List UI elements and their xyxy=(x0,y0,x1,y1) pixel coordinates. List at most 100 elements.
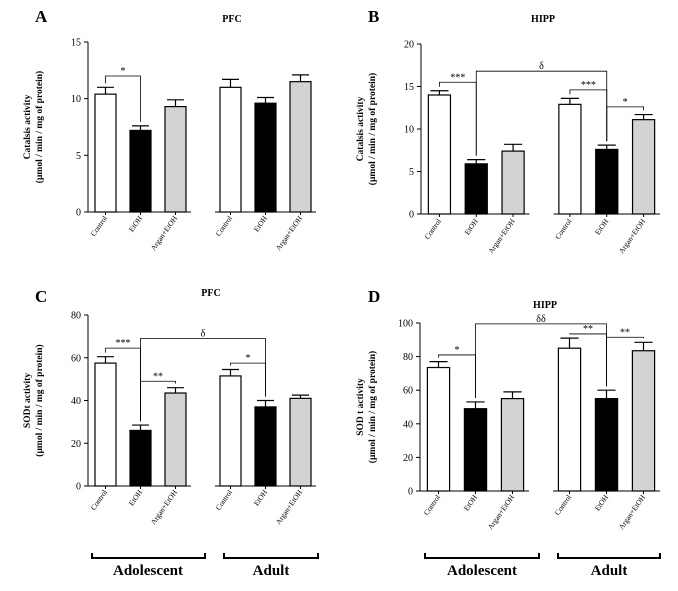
y-axis-label: SODt activity xyxy=(23,373,33,428)
x-tick-label: Argan+EtOH xyxy=(149,488,180,527)
group-label-adult: Adult xyxy=(253,563,290,579)
significance-label: * xyxy=(623,97,628,108)
group-brackets-left: Adolescent Adult xyxy=(91,553,319,579)
bar-argan-etoh xyxy=(289,81,312,213)
bar-etoh xyxy=(254,102,277,213)
group-label-adult: Adult xyxy=(591,563,628,579)
y-axis-label: (µmol / min / mg of protein) xyxy=(34,71,45,183)
group-label-adolescent: Adolescent xyxy=(447,563,517,579)
significance-label: δ xyxy=(201,329,206,340)
significance-label: *** xyxy=(581,80,596,91)
bar-etoh xyxy=(129,429,152,487)
panel-letter: A xyxy=(35,7,48,26)
y-tick-label: 15 xyxy=(71,38,81,49)
significance-bracket xyxy=(606,336,644,387)
x-tick-label: Argan+EtOH xyxy=(486,217,517,256)
significance-label: ** xyxy=(583,324,593,335)
significance-bracket xyxy=(475,323,607,398)
bar-etoh xyxy=(595,148,619,215)
significance-label: * xyxy=(246,353,251,364)
x-tick-label: EtOH xyxy=(462,217,480,237)
x-tick-label: Control xyxy=(89,214,110,238)
x-tick-label: Control xyxy=(89,488,110,512)
y-tick-label: 5 xyxy=(76,151,81,162)
significance-bracket xyxy=(230,362,266,397)
bar-argan-etoh xyxy=(164,392,187,487)
x-tick-label: Control xyxy=(214,214,235,238)
bar-argan-etoh xyxy=(500,398,525,492)
bar-control xyxy=(427,94,452,215)
panel-c: C PFC SODt activity (µmol / min / mg of pro… xyxy=(23,287,316,526)
x-tick-label: Argan+EtOH xyxy=(274,488,305,527)
y-axis-label: Catalsis activity xyxy=(356,96,366,161)
y-tick-label: 10 xyxy=(404,125,414,136)
x-tick-label: Control xyxy=(214,488,235,512)
y-tick-label: 80 xyxy=(403,352,413,363)
y-axis-label: (µmol / min / mg of protein) xyxy=(34,344,45,456)
bar-etoh xyxy=(254,406,277,487)
x-tick-label: EtOH xyxy=(462,493,480,513)
x-tick-label: Argan+EtOH xyxy=(617,493,648,532)
x-tick-label: Control xyxy=(553,493,574,517)
bar-etoh xyxy=(464,163,488,215)
bar-control xyxy=(94,362,117,487)
panel-a: A PFC Catalsis activity (µmol / min / mg of… xyxy=(23,7,316,252)
y-tick-label: 40 xyxy=(403,419,413,430)
bar-etoh xyxy=(594,398,619,492)
y-axis-label: SOD t activity xyxy=(356,378,366,436)
group-bracket-adolescent xyxy=(91,553,206,559)
significance-label: *** xyxy=(450,72,465,83)
y-tick-label: 40 xyxy=(71,396,81,407)
significance-label: ** xyxy=(153,371,163,382)
bar-argan-etoh xyxy=(289,397,312,487)
bar-control xyxy=(557,347,582,492)
group-brackets-right: Adolescent Adult xyxy=(424,553,661,579)
y-tick-label: 20 xyxy=(404,40,414,51)
y-axis-label: (µmol / min / mg of protein) xyxy=(367,351,378,463)
panel-letter: D xyxy=(368,287,380,306)
bar-control xyxy=(94,93,117,213)
panel-title: HIPP xyxy=(531,14,555,25)
bar-etoh xyxy=(463,408,488,492)
bar-argan-etoh xyxy=(501,150,525,215)
bar-control xyxy=(426,366,451,492)
x-tick-label: EtOH xyxy=(252,214,270,234)
y-tick-label: 5 xyxy=(409,167,414,178)
y-axis-label: (µmol / min / mg of protein) xyxy=(367,73,378,185)
x-tick-label: EtOH xyxy=(593,217,611,237)
y-tick-label: 80 xyxy=(71,311,81,322)
x-tick-label: Argan+EtOH xyxy=(149,214,180,253)
significance-label: δδ xyxy=(536,314,546,325)
group-bracket-adult xyxy=(557,553,661,559)
y-tick-label: 0 xyxy=(76,208,81,219)
y-tick-label: 10 xyxy=(71,94,81,105)
bar-etoh xyxy=(129,129,152,213)
y-tick-label: 0 xyxy=(409,210,414,221)
bar-control xyxy=(219,375,242,487)
x-tick-label: Argan+EtOH xyxy=(274,214,305,253)
significance-bracket xyxy=(105,75,141,122)
x-tick-label: EtOH xyxy=(593,493,611,513)
y-tick-label: 60 xyxy=(71,353,81,364)
x-tick-label: Control xyxy=(553,217,574,241)
panel-b: B HIPP Catalsis activity (µmol / min / mg o… xyxy=(356,7,660,255)
group-bracket-adult xyxy=(223,553,319,559)
y-tick-label: 0 xyxy=(76,482,81,493)
bar-argan-etoh xyxy=(631,350,656,492)
y-tick-label: 20 xyxy=(403,453,413,464)
y-tick-label: 60 xyxy=(403,386,413,397)
bar-control xyxy=(558,103,582,215)
y-axis-label: Catalsis activity xyxy=(23,94,33,159)
panel-letter: C xyxy=(35,287,47,306)
panel-letter: B xyxy=(368,7,379,26)
significance-label: * xyxy=(455,345,460,356)
y-tick-label: 20 xyxy=(71,439,81,450)
x-tick-label: Control xyxy=(422,493,443,517)
y-tick-label: 15 xyxy=(404,82,414,93)
bar-argan-etoh xyxy=(164,105,187,213)
group-bracket-adolescent xyxy=(424,553,540,559)
panel-title: PFC xyxy=(222,14,241,25)
panel-title: PFC xyxy=(201,288,220,299)
significance-bracket xyxy=(140,380,176,422)
